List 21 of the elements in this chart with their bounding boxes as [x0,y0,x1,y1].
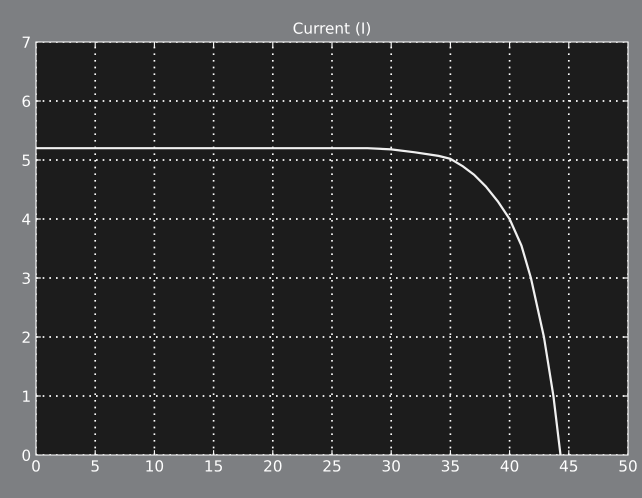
x-tick-label: 25 [323,460,340,472]
x-tick-label: 45 [560,460,578,472]
y-tick-label: 0 [22,449,30,462]
x-tick-label: 30 [382,460,400,472]
y-tick-label: 7 [22,36,30,48]
y-tick-label: 5 [22,154,30,166]
line-series [36,147,562,455]
x-tick-label: 10 [146,460,164,472]
x-tick-label: 40 [500,460,518,472]
chart-title: Current (I) [294,22,370,36]
y-tick-label: 4 [22,214,30,225]
y-tick-label: 2 [22,331,30,343]
x-tick-label: 50 [619,460,637,472]
x-tick-label: 15 [206,460,222,472]
y-tick-label: 6 [22,95,30,108]
x-tick-label: 0 [32,460,40,472]
y-tick-label: 3 [22,272,30,284]
x-tick-label: 5 [92,460,99,472]
y-tick-label: 1 [23,390,30,402]
x-tick-label: 20 [264,460,282,472]
x-tick-label: 35 [442,460,459,472]
